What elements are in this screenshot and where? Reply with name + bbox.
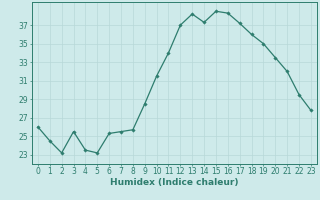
X-axis label: Humidex (Indice chaleur): Humidex (Indice chaleur) bbox=[110, 178, 239, 187]
